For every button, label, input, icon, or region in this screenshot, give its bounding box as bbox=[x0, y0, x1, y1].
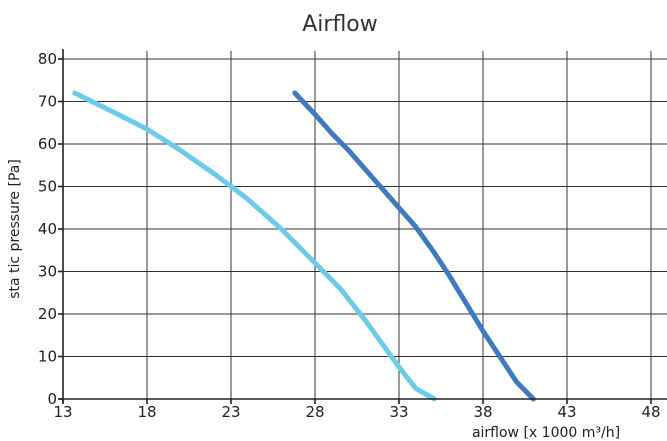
y-tick-label: 70 bbox=[38, 93, 57, 111]
axes bbox=[58, 49, 667, 404]
y-tick-label: 60 bbox=[38, 135, 57, 153]
y-tick-label: 80 bbox=[38, 50, 57, 68]
x-tick-label: 28 bbox=[305, 403, 324, 421]
y-tick-label: 0 bbox=[47, 390, 57, 408]
grid bbox=[63, 51, 667, 399]
x-tick-label: 38 bbox=[473, 403, 492, 421]
series-line-1 bbox=[72, 90, 437, 402]
x-tick-label: 43 bbox=[557, 403, 576, 421]
y-axis-label: sta tic pressure [Pa] bbox=[7, 159, 23, 299]
y-tick-label: 10 bbox=[38, 348, 57, 366]
y-tick-label: 40 bbox=[38, 220, 57, 238]
y-tick-label: 20 bbox=[38, 305, 57, 323]
series-line-2 bbox=[292, 90, 536, 402]
x-tick-label: 33 bbox=[389, 403, 408, 421]
series-group bbox=[72, 90, 536, 402]
x-tick-label: 13 bbox=[53, 403, 72, 421]
x-tick-label: 18 bbox=[137, 403, 156, 421]
y-tick-label: 50 bbox=[38, 178, 57, 196]
x-axis-label: airflow [x 1000 m³/h] bbox=[472, 425, 620, 441]
x-tick-label: 23 bbox=[221, 403, 240, 421]
chart-title: Airflow bbox=[302, 12, 378, 37]
x-tick-label: 48 bbox=[641, 403, 660, 421]
tick-labels: 13 18 23 28 33 38 43 48 0 10 20 30 40 50 60 70 80 bbox=[38, 50, 661, 421]
y-tick-label: 30 bbox=[38, 263, 57, 281]
